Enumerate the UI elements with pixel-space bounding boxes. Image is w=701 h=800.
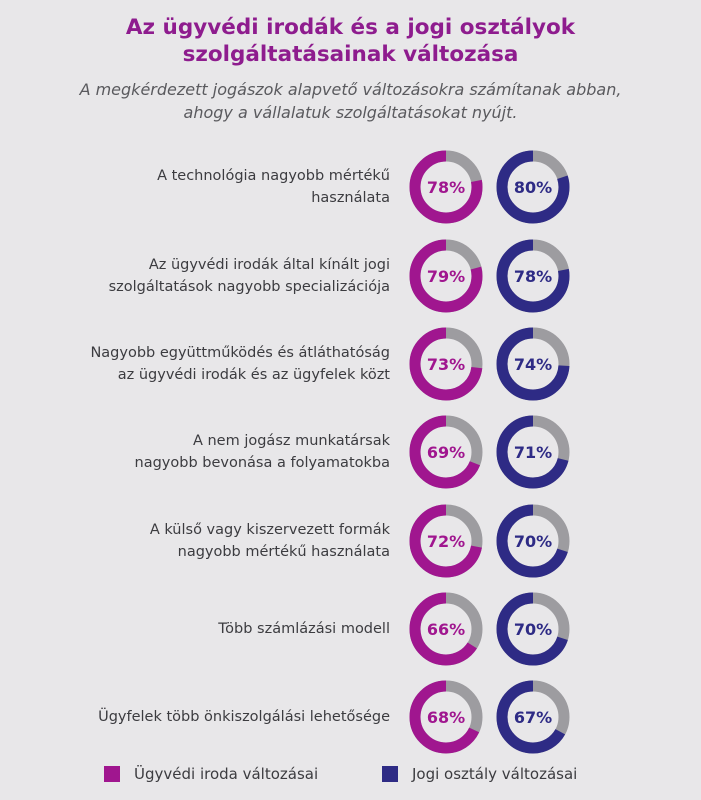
donut-arc xyxy=(409,150,483,224)
legend-item-law-firm: Ügyvédi iroda változásai xyxy=(104,760,318,788)
legend-label-legal-dept: Jogi osztály változásai xyxy=(412,765,578,783)
donut-arc xyxy=(409,680,483,754)
row-label: Több számlázási modell xyxy=(40,599,390,659)
row-label-line: Több számlázási modell xyxy=(218,621,390,637)
donut-value-label: 74% xyxy=(514,355,552,374)
row-label-line: A nem jogász munkatársak xyxy=(192,433,390,449)
row-label: Ügyfelek több önkiszolgálási lehetősége xyxy=(40,687,390,747)
row-label-line: A technológia nagyobb mértékű xyxy=(157,168,390,184)
donut-value-label: 67% xyxy=(514,708,552,727)
donut-legal-dept: 78% xyxy=(496,239,570,313)
row-label-line: használata xyxy=(311,190,390,206)
row-label-line: Ügyfelek több önkiszolgálási lehetősége xyxy=(98,709,390,725)
donut-arc xyxy=(409,415,483,489)
donut-arc xyxy=(409,504,483,578)
title-line-1: Az ügyvédi irodák és a jogi osztályok xyxy=(125,15,576,40)
donut-value-label: 70% xyxy=(514,532,552,551)
row-label-line: A külső vagy kiszervezett formák xyxy=(149,522,390,538)
donut-legal-dept: 67% xyxy=(496,680,570,754)
row-label: Az ügyvédi irodák által kínált jogi szolg… xyxy=(40,246,390,306)
donut-value-label: 79% xyxy=(427,267,465,286)
title-line-2: szolgáltatásainak változása xyxy=(182,42,519,67)
donut-arc xyxy=(409,592,483,666)
donut-arc xyxy=(496,150,570,224)
donut-legal-dept: 70% xyxy=(496,504,570,578)
donut-arc xyxy=(409,327,483,401)
donut-value-label: 73% xyxy=(427,355,465,374)
row-label: A nem jogász munkatársak nagyobb bevonása… xyxy=(40,422,390,482)
row-label-line: Nagyobb együttműködés és átláthatóság xyxy=(90,345,390,361)
donut-value-label: 70% xyxy=(514,620,552,639)
donut-law-firm: 66% xyxy=(409,592,483,666)
donut-value-label: 69% xyxy=(427,443,465,462)
donut-value-label: 72% xyxy=(427,532,465,551)
legend-item-legal-dept: Jogi osztály változásai xyxy=(382,760,577,788)
legend-swatch-legal-dept xyxy=(382,766,398,782)
donut-value-label: 78% xyxy=(427,178,465,197)
donut-arc xyxy=(496,415,570,489)
chart-subtitle: A megkérdezett jogászok alapvető változá… xyxy=(20,78,681,124)
chart-title: Az ügyvédi irodák és a jogi osztályok sz… xyxy=(0,14,701,68)
legend-swatch-law-firm xyxy=(104,766,120,782)
row-label-line: nagyobb bevonása a folyamatokba xyxy=(134,455,390,471)
row-label: A technológia nagyobb mértékű használata xyxy=(40,157,390,217)
donut-law-firm: 72% xyxy=(409,504,483,578)
row-label: A külső vagy kiszervezett formák nagyobb … xyxy=(40,511,390,571)
donut-arc xyxy=(496,680,570,754)
donut-arc xyxy=(496,239,570,313)
donut-law-firm: 68% xyxy=(409,680,483,754)
donut-law-firm: 78% xyxy=(409,150,483,224)
donut-arc xyxy=(496,592,570,666)
donut-arc xyxy=(409,239,483,313)
donut-law-firm: 73% xyxy=(409,327,483,401)
donut-value-label: 80% xyxy=(514,178,552,197)
row-label-line: Az ügyvédi irodák által kínált jogi xyxy=(148,257,390,273)
donut-value-label: 78% xyxy=(514,267,552,286)
row-label-line: szolgáltatások nagyobb specializációja xyxy=(108,279,390,295)
donut-law-firm: 69% xyxy=(409,415,483,489)
subtitle-line-1: A megkérdezett jogászok alapvető változá… xyxy=(79,80,622,99)
donut-arc xyxy=(496,504,570,578)
row-label-line: nagyobb mértékű használata xyxy=(177,544,390,560)
legend-label-law-firm: Ügyvédi iroda változásai xyxy=(134,765,319,783)
donut-law-firm: 79% xyxy=(409,239,483,313)
donut-legal-dept: 70% xyxy=(496,592,570,666)
donut-legal-dept: 71% xyxy=(496,415,570,489)
donut-arc xyxy=(496,327,570,401)
donut-legal-dept: 74% xyxy=(496,327,570,401)
donut-legal-dept: 80% xyxy=(496,150,570,224)
subtitle-line-2: ahogy a vállalatuk szolgáltatásokat nyúj… xyxy=(183,103,518,122)
row-label: Nagyobb együttműködés és átláthatóság az … xyxy=(40,334,390,394)
donut-value-label: 71% xyxy=(514,443,552,462)
row-label-line: az ügyvédi irodák és az ügyfelek közt xyxy=(117,367,390,383)
donut-value-label: 68% xyxy=(427,708,465,727)
donut-value-label: 66% xyxy=(427,620,465,639)
